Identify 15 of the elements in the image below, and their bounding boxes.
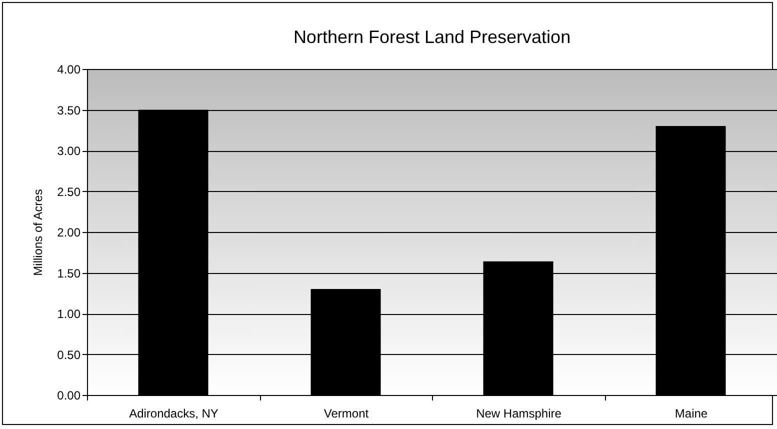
y-tick-label: 0.50 (57, 348, 81, 362)
chart-title: Northern Forest Land Preservation (293, 27, 571, 47)
y-tick-label: 3.00 (57, 144, 81, 158)
y-tick-label: 3.50 (57, 103, 81, 118)
x-tick-label: Adirondacks, NY (129, 406, 218, 420)
y-tick-label: 2.00 (57, 226, 81, 240)
y-tick-label: 0.00 (57, 388, 81, 402)
y-tick-label: 4.00 (57, 62, 81, 76)
x-tick-label: New Hamsphire (476, 406, 562, 420)
x-tick-label: Vermont (324, 406, 370, 420)
y-tick-label: 2.50 (57, 184, 81, 199)
x-tick-label: Maine (674, 406, 708, 420)
y-axis-title: Millions of Acres (31, 189, 46, 276)
y-tick-label: 1.00 (57, 307, 81, 321)
y-tick-label: 1.50 (57, 266, 81, 280)
